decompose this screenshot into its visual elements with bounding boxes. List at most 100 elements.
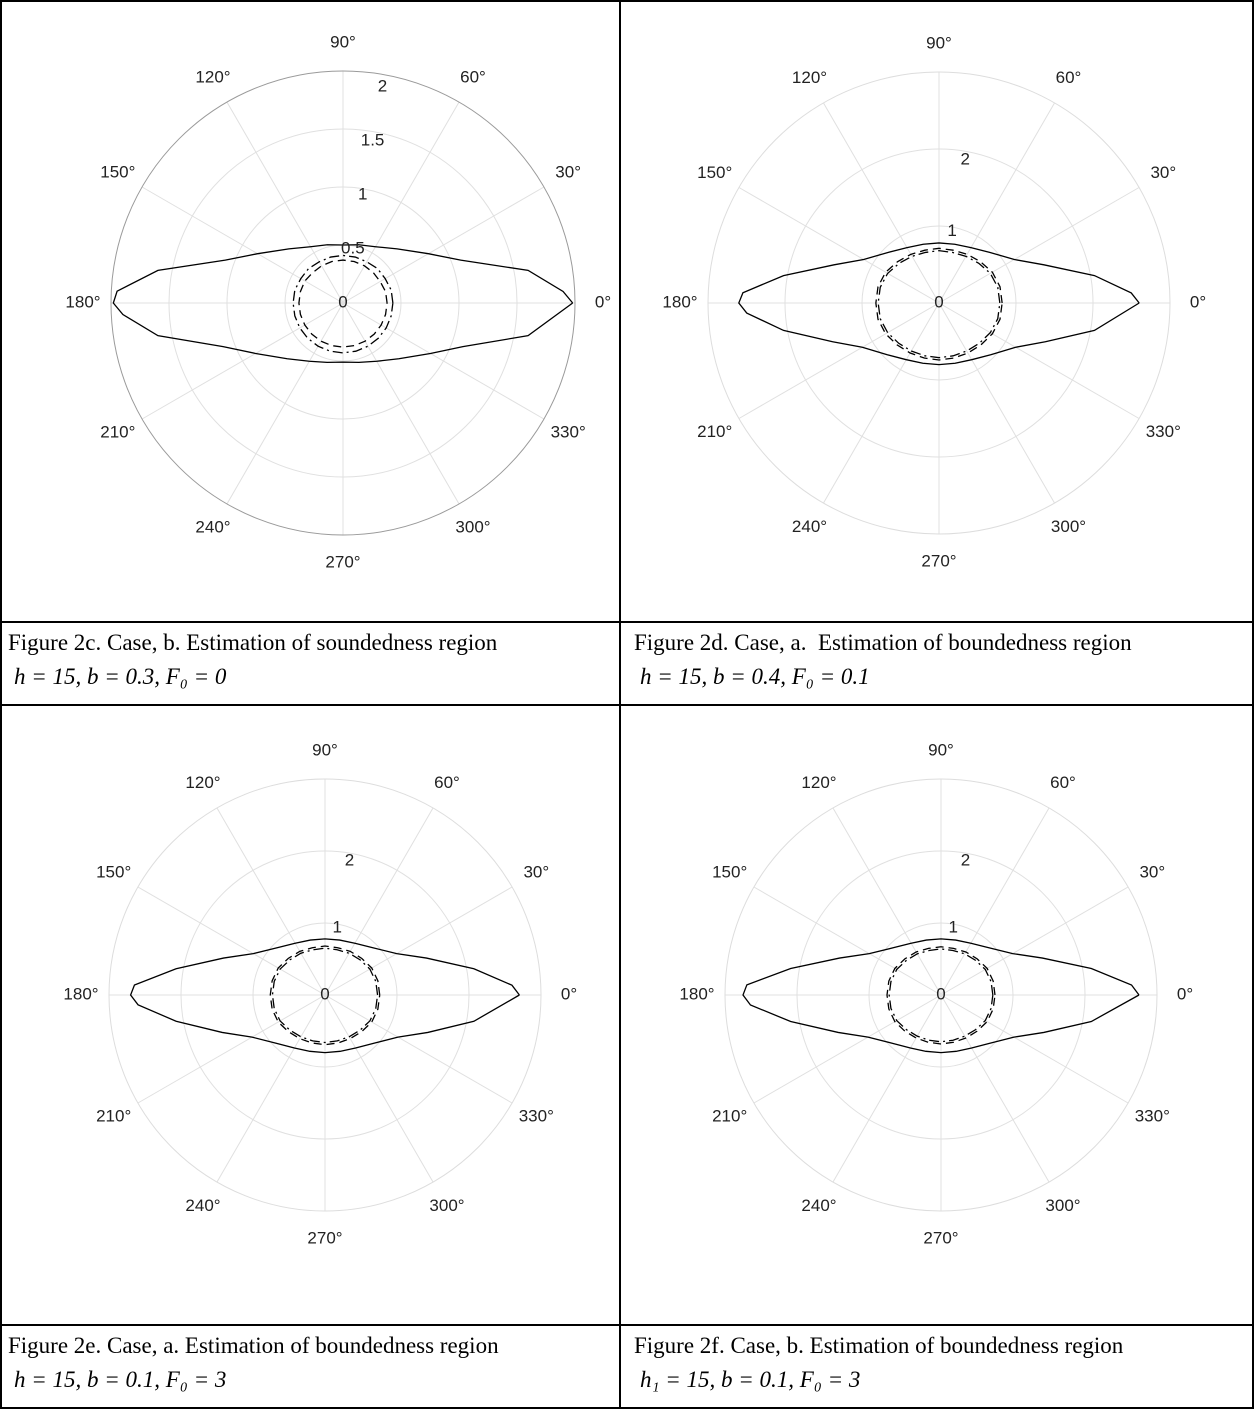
angle-label: 30° bbox=[1139, 862, 1165, 881]
r-tick-label: 0 bbox=[936, 984, 945, 1003]
caption-title: Figure 2c. Case, b. Estimation of sounde… bbox=[8, 630, 498, 655]
angle-label: 30° bbox=[555, 162, 581, 181]
spoke bbox=[738, 187, 940, 304]
angle-label: 180° bbox=[662, 292, 697, 311]
angle-label: 150° bbox=[96, 862, 131, 881]
ring bbox=[180, 850, 470, 1140]
angle-label: 240° bbox=[195, 518, 230, 537]
spoke bbox=[738, 302, 940, 419]
polar-chart: 0° 30° 60° 90° 120° 150° 180° 210° 240° 270° 300° 3… bbox=[662, 33, 1206, 570]
angle-label: 240° bbox=[185, 1196, 220, 1215]
caption-params: h = 15, b = 0.4, F₀ = 0.1 bbox=[640, 664, 870, 689]
angle-label: 0° bbox=[1177, 984, 1193, 1003]
angle-label: 330° bbox=[519, 1106, 554, 1125]
angle-label: 30° bbox=[1150, 163, 1176, 182]
angle-label: 60° bbox=[460, 67, 486, 86]
ring bbox=[226, 186, 460, 420]
angle-label: 90° bbox=[926, 33, 952, 52]
caption-params: h = 15, b = 0.3, F₀ = 0 bbox=[14, 664, 227, 689]
region-curve bbox=[877, 249, 1001, 359]
spoke bbox=[940, 807, 1050, 996]
caption-params: h₁ = 15, b = 0.1, F₀ = 3 bbox=[640, 1367, 861, 1392]
angle-label: 120° bbox=[185, 773, 220, 792]
spoke bbox=[940, 994, 1050, 1183]
angle-label: 150° bbox=[697, 163, 732, 182]
outer-ring bbox=[724, 778, 1158, 1212]
angle-label: 330° bbox=[551, 422, 586, 441]
spoke bbox=[823, 102, 940, 304]
r-tick-label: 0.5 bbox=[341, 239, 365, 258]
ring bbox=[784, 148, 1094, 458]
spoke bbox=[938, 187, 1140, 304]
angle-label: 300° bbox=[455, 518, 490, 537]
ring bbox=[110, 70, 576, 536]
caption-params: h = 15, b = 0.1, F₀ = 3 bbox=[14, 1367, 227, 1392]
r-tick-label: 1 bbox=[949, 918, 958, 937]
angle-label: 180° bbox=[679, 984, 714, 1003]
angle-label: 270° bbox=[325, 552, 360, 571]
region-curve bbox=[875, 247, 1003, 361]
angle-label: 0° bbox=[595, 292, 611, 311]
angle-label: 300° bbox=[1051, 517, 1086, 536]
angle-label: 180° bbox=[65, 292, 100, 311]
region-curve bbox=[738, 242, 1140, 366]
spoke bbox=[753, 886, 942, 996]
angle-label: 150° bbox=[100, 162, 135, 181]
angle-label: 240° bbox=[792, 517, 827, 536]
ring bbox=[868, 922, 1014, 1068]
polar-chart: 0° 30° 60° 90° 120° 150° 180° 210° 240° 270° 300° 3… bbox=[65, 32, 611, 571]
angle-label: 60° bbox=[434, 773, 460, 792]
angle-label: 60° bbox=[1056, 68, 1082, 87]
spoke bbox=[324, 994, 513, 1104]
polar-chart: 0° 30° 60° 90° 120° 150° 180° 210° 240° 270° 300° 3… bbox=[679, 740, 1193, 1247]
spoke bbox=[823, 302, 940, 504]
caption-title: Figure 2f. Case, b. Estimation of bounde… bbox=[634, 1333, 1124, 1358]
angle-label: 330° bbox=[1146, 422, 1181, 441]
outer-ring bbox=[108, 778, 542, 1212]
region-curve bbox=[888, 948, 994, 1043]
r-tick-label: 1 bbox=[333, 918, 342, 937]
angle-label: 120° bbox=[792, 68, 827, 87]
angle-label: 180° bbox=[63, 984, 98, 1003]
polar-chart: 0° 30° 60° 90° 120° 150° 180° 210° 240° 270° 300° 3… bbox=[63, 740, 577, 1247]
spoke bbox=[832, 994, 942, 1183]
r-tick-label: 2 bbox=[345, 851, 354, 870]
spoke bbox=[137, 994, 326, 1104]
spoke bbox=[216, 807, 326, 996]
angle-label: 300° bbox=[1045, 1196, 1080, 1215]
region-curve bbox=[269, 945, 381, 1046]
angle-label: 0° bbox=[561, 984, 577, 1003]
angle-label: 210° bbox=[697, 422, 732, 441]
spoke bbox=[832, 807, 942, 996]
spoke bbox=[137, 886, 326, 996]
r-tick-label: 0 bbox=[934, 292, 943, 311]
angle-label: 210° bbox=[96, 1106, 131, 1125]
r-tick-label: 1 bbox=[947, 221, 956, 240]
angle-label: 270° bbox=[307, 1228, 342, 1247]
angle-label: 120° bbox=[195, 67, 230, 86]
angle-label: 210° bbox=[712, 1106, 747, 1125]
r-tick-label: 0 bbox=[338, 292, 347, 311]
angle-label: 210° bbox=[100, 422, 135, 441]
region-curve bbox=[112, 244, 574, 364]
angle-label: 90° bbox=[928, 740, 954, 759]
spoke bbox=[938, 102, 1055, 304]
r-tick-label: 2 bbox=[378, 77, 387, 96]
spoke bbox=[940, 994, 1129, 1104]
spoke bbox=[940, 886, 1129, 996]
ring bbox=[168, 128, 518, 478]
angle-label: 90° bbox=[312, 740, 338, 759]
angle-label: 240° bbox=[801, 1196, 836, 1215]
spoke bbox=[216, 994, 326, 1183]
r-tick-label: 1 bbox=[358, 185, 367, 204]
angle-label: 60° bbox=[1050, 773, 1076, 792]
spoke bbox=[753, 994, 942, 1104]
angle-label: 300° bbox=[429, 1196, 464, 1215]
angle-label: 270° bbox=[921, 551, 956, 570]
outer-ring bbox=[707, 71, 1171, 535]
caption-title: Figure 2d. Case, a. Estimation of bounde… bbox=[634, 630, 1132, 655]
r-tick-label: 0 bbox=[320, 984, 329, 1003]
region-curve bbox=[742, 938, 1140, 1054]
